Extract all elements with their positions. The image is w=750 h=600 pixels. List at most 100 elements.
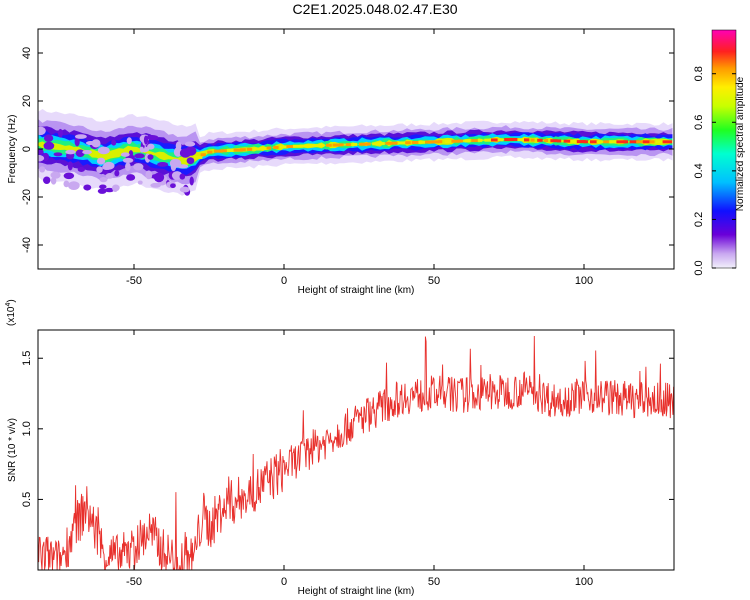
spectral-peak bbox=[372, 142, 382, 146]
spectral-blob bbox=[99, 177, 108, 183]
spectral-blob bbox=[50, 177, 57, 185]
spectral-peak bbox=[603, 140, 609, 144]
colorbar-tick-label: 0.8 bbox=[693, 66, 705, 81]
snr-panel: -50 0 50 100 0.5 1.0 1.5 Height of straight li… bbox=[5, 299, 675, 597]
spectral-blob bbox=[39, 166, 46, 173]
spectral-peak bbox=[431, 140, 440, 144]
spectral-peak bbox=[543, 139, 549, 143]
spectral-peak bbox=[260, 147, 269, 151]
spectral-blob bbox=[126, 137, 132, 145]
spectral-peak bbox=[240, 148, 246, 152]
spectral-peak bbox=[398, 141, 406, 145]
spectral-peak bbox=[583, 140, 588, 144]
spectral-blob bbox=[97, 188, 107, 194]
spectral-blob bbox=[85, 141, 96, 146]
spectral-peak bbox=[352, 142, 358, 146]
spectral-peak bbox=[286, 145, 296, 149]
snr-line bbox=[38, 335, 674, 570]
snr-xtick-label: 50 bbox=[428, 576, 440, 588]
spectral-peak bbox=[563, 139, 573, 143]
spectral-peak bbox=[365, 142, 371, 146]
spectral-peak bbox=[279, 145, 289, 149]
spectral-blob bbox=[96, 157, 106, 165]
spectral-blob bbox=[43, 176, 51, 185]
spectral-peak bbox=[576, 140, 586, 144]
spectral-peak bbox=[385, 141, 393, 145]
snr-xtick-label: -50 bbox=[126, 576, 142, 588]
spectral-blob bbox=[122, 157, 134, 163]
spectral-blob bbox=[58, 128, 63, 138]
spectral-peak bbox=[253, 147, 262, 151]
spectral-peak bbox=[293, 144, 303, 148]
spectral-blob bbox=[97, 146, 110, 155]
snr-ytick-label: 1.5 bbox=[21, 351, 33, 366]
snr-series bbox=[38, 335, 674, 570]
spectral-blob bbox=[137, 180, 143, 185]
spectral-peak bbox=[200, 153, 206, 157]
spectral-peak bbox=[220, 149, 227, 153]
spectral-blob bbox=[50, 171, 61, 179]
spectral-blob bbox=[114, 170, 120, 177]
spectral-blob bbox=[133, 163, 144, 171]
spectral-peak bbox=[557, 139, 562, 143]
spectral-blob bbox=[74, 134, 87, 139]
spectral-blob bbox=[102, 164, 112, 171]
spectral-peak bbox=[510, 137, 519, 141]
spectral-peak bbox=[411, 141, 420, 145]
spectrogram-xtick-label: -50 bbox=[126, 275, 142, 287]
colorbar-tick-label: 0.2 bbox=[693, 212, 705, 227]
snr-scale-note: (x104) bbox=[5, 299, 17, 326]
spectral-peak bbox=[616, 140, 627, 144]
spectral-peak bbox=[458, 139, 463, 143]
spectral-peak bbox=[596, 140, 603, 144]
spectral-peak bbox=[451, 139, 460, 143]
spectrogram-xtick-label: 50 bbox=[428, 275, 440, 287]
spectrogram-panel: -50 0 50 100 -40 -20 0 20 40 Height of straight … bbox=[7, 28, 675, 296]
spectral-blob bbox=[146, 135, 159, 141]
snr-ytick-label: 1.0 bbox=[21, 421, 33, 436]
spectral-blob bbox=[171, 171, 183, 180]
spectrogram-ytick-label: -20 bbox=[21, 189, 33, 205]
spectral-blob bbox=[186, 157, 195, 165]
colorbar-label: Normalized spectral amplitude bbox=[735, 76, 746, 211]
spectral-peak bbox=[550, 139, 558, 143]
spectral-blob bbox=[189, 176, 194, 186]
spectral-peak bbox=[345, 143, 351, 147]
spectral-blob bbox=[96, 166, 103, 173]
spectral-peak bbox=[319, 143, 325, 147]
spectral-peak bbox=[491, 138, 501, 142]
spectral-blob bbox=[74, 136, 80, 147]
spectral-peak bbox=[464, 139, 471, 143]
spectral-blob bbox=[126, 174, 136, 181]
spectral-peak bbox=[537, 138, 543, 142]
snr-ylabel: SNR (10 * v/v) bbox=[7, 418, 18, 482]
spectral-peak bbox=[504, 138, 515, 142]
colorbar-tick-label: 0.0 bbox=[693, 260, 705, 275]
spectral-peak bbox=[207, 150, 213, 154]
spectrogram-ylabel: Frequency (Hz) bbox=[7, 115, 18, 184]
spectral-peak bbox=[392, 141, 398, 145]
spectral-peak bbox=[213, 149, 223, 153]
spectral-blob bbox=[63, 172, 75, 180]
spectral-peak bbox=[312, 144, 320, 148]
spectral-blob bbox=[175, 141, 182, 151]
spectral-peak bbox=[233, 148, 243, 152]
spectral-peak bbox=[517, 138, 526, 142]
snr-xtick-label: 0 bbox=[281, 576, 287, 588]
spectrogram-xtick-label: 0 bbox=[281, 275, 287, 287]
spectral-blob bbox=[38, 126, 46, 136]
spectral-blob bbox=[43, 141, 55, 150]
spectrogram-ytick-label: 40 bbox=[21, 47, 33, 59]
spectral-blob bbox=[179, 173, 186, 180]
spectral-blob bbox=[185, 146, 197, 156]
spectrogram-ytick-label: 0 bbox=[21, 146, 33, 152]
spectral-peak bbox=[418, 140, 426, 144]
spectral-blob bbox=[104, 187, 115, 193]
spectral-peak bbox=[471, 139, 479, 143]
spectral-blob bbox=[112, 184, 120, 192]
snr-frame bbox=[37, 329, 675, 571]
spectral-blob bbox=[38, 149, 44, 156]
spectral-blob bbox=[179, 186, 190, 193]
chart-title: C2E1.2025.048.02.47.E30 bbox=[292, 1, 458, 17]
